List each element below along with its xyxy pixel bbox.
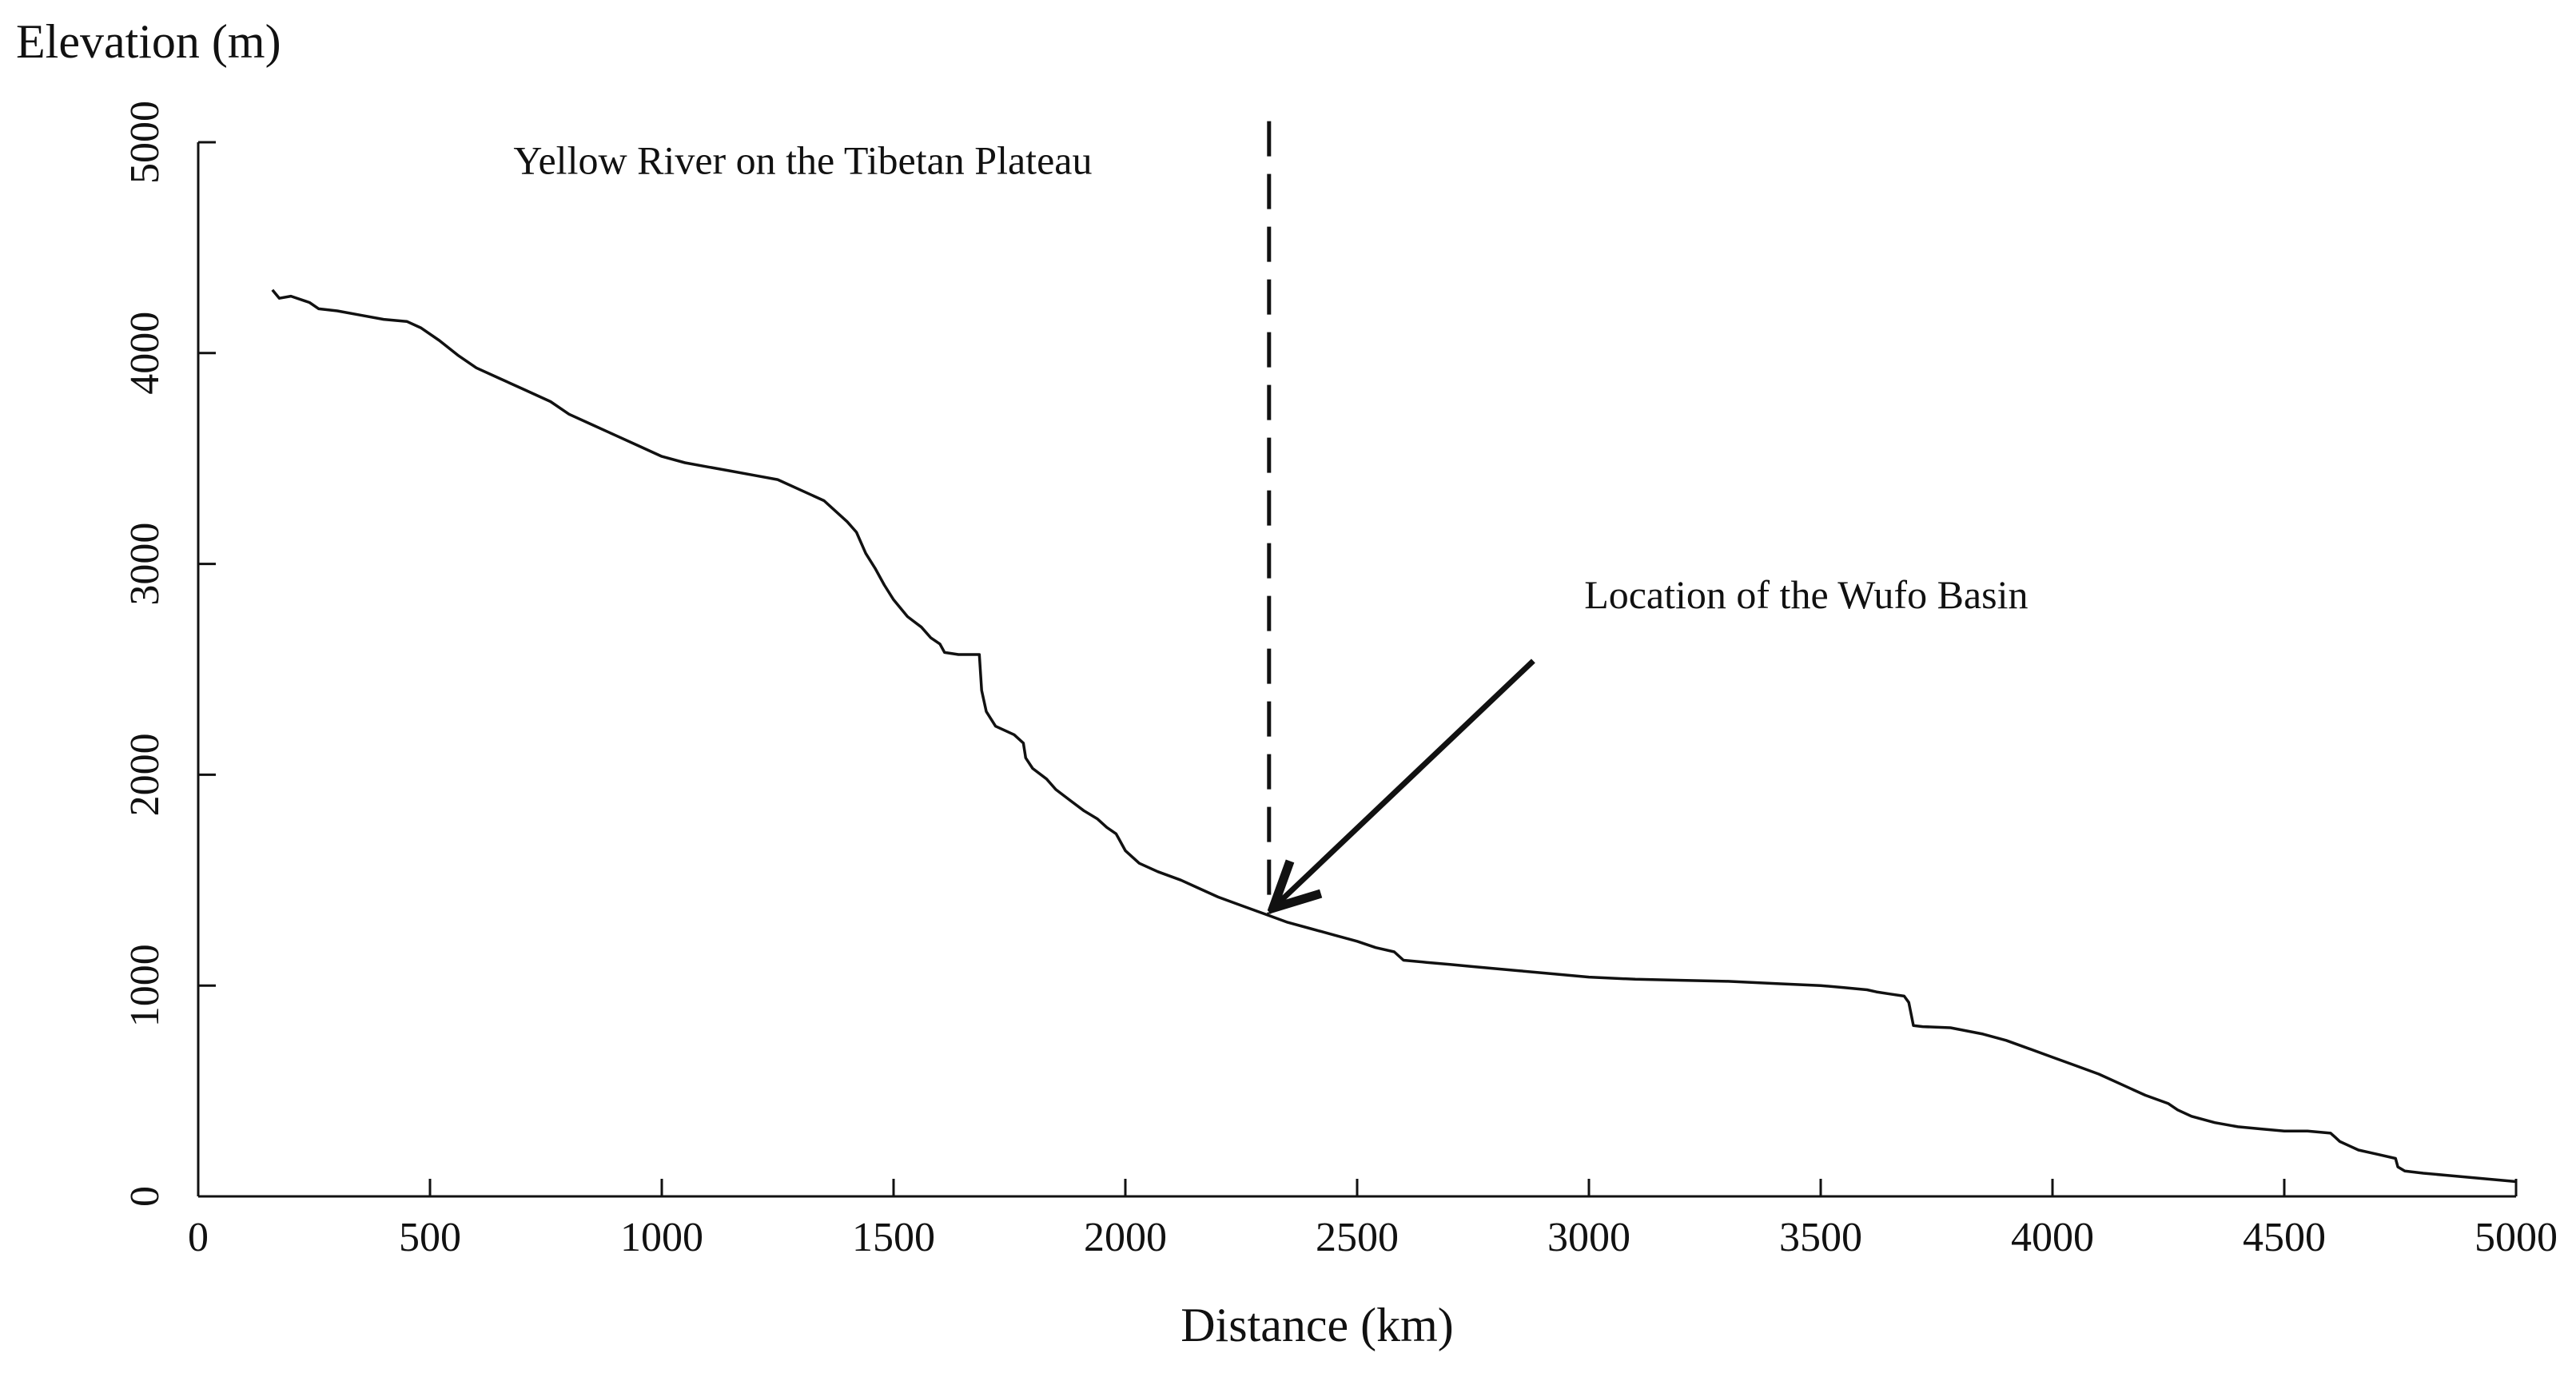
x-tick-label: 1000 [620, 1215, 703, 1260]
y-tick-label: 1000 [122, 944, 168, 1027]
x-tick-label: 500 [399, 1215, 461, 1260]
x-tick-label: 3000 [1547, 1215, 1630, 1260]
x-ticks: 0 500 1000 1500 2000 2500 3000 3500 4000 4500 5000 [188, 1179, 2558, 1260]
axes [197, 142, 2516, 1198]
y-ticks: 0 1000 2000 3000 4000 5000 [122, 101, 216, 1207]
x-axis-title: Distance (km) [1181, 1299, 1454, 1351]
x-tick-label: 4000 [2011, 1215, 2094, 1260]
y-tick-label: 4000 [122, 312, 168, 395]
wufo-basin-arrow [1277, 659, 1535, 905]
y-tick-label: 2000 [122, 733, 168, 816]
wufo-basin-label: Location of the Wufo Basin [1584, 572, 2028, 617]
series-layer [271, 289, 2517, 1184]
y-tick-label: 3000 [122, 523, 168, 606]
y-tick-label: 0 [122, 1186, 168, 1207]
x-tick-label: 1500 [852, 1215, 935, 1260]
x-tick-label: 0 [188, 1215, 209, 1260]
y-axis-title: Elevation (m) [16, 15, 281, 68]
y-tick-label: 5000 [122, 101, 168, 184]
elevation-profile-line [271, 289, 2517, 1184]
plateau-label: Yellow River on the Tibetan Plateau [513, 138, 1092, 183]
x-tick-label: 2500 [1316, 1215, 1399, 1260]
x-tick-label: 2000 [1084, 1215, 1167, 1260]
x-tick-label: 4500 [2243, 1215, 2326, 1260]
x-tick-label: 3500 [1779, 1215, 1862, 1260]
x-tick-label: 5000 [2474, 1215, 2558, 1260]
